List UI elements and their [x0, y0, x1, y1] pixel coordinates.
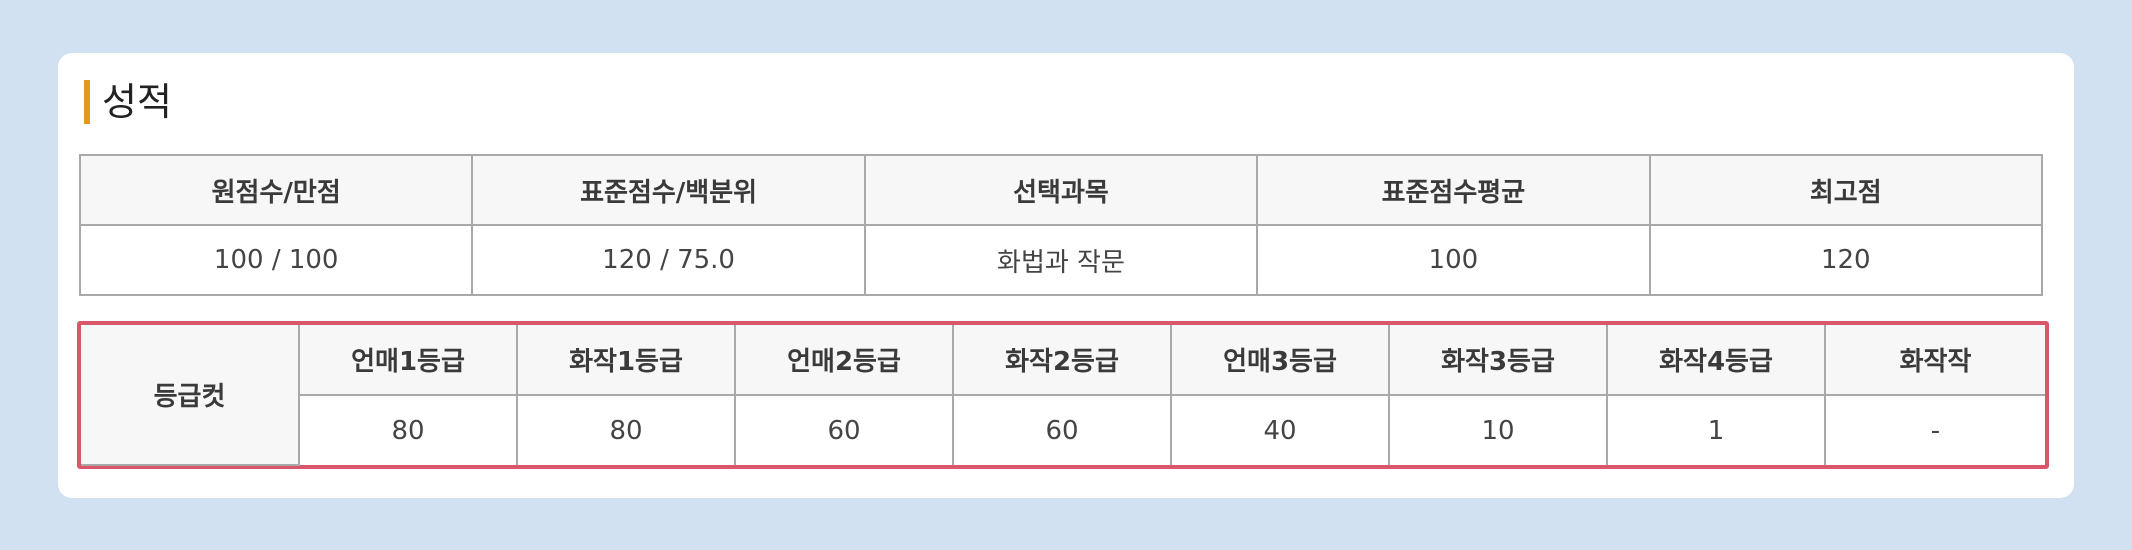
cutoff-value: 60 [734, 394, 954, 465]
value-standard-score: 120 / 75.0 [471, 224, 866, 296]
section-title: 성적 [84, 79, 172, 125]
cutoff-header: 화작작 [1824, 325, 2045, 396]
header-standard-score: 표준점수/백분위 [471, 154, 866, 226]
cutoff-header: 화작3등급 [1388, 325, 1608, 396]
cutoff-value: 80 [299, 394, 518, 465]
cutoff-value: 80 [516, 394, 736, 465]
cutoff-header: 언매2등급 [734, 325, 954, 396]
section-title-text: 성적 [102, 80, 172, 124]
cutoff-row-label: 등급컷 [81, 325, 300, 466]
header-elective-subject: 선택과목 [863, 154, 1259, 226]
value-standard-average: 100 [1256, 224, 1651, 296]
value-raw-score: 100 / 100 [78, 224, 474, 296]
score-table: 원점수/만점 표준점수/백분위 선택과목 표준점수평균 최고점 100 / 10… [78, 154, 2044, 296]
value-top-score: 120 [1648, 224, 2044, 296]
header-top-score: 최고점 [1648, 154, 2044, 226]
header-raw-score: 원점수/만점 [78, 154, 474, 226]
score-value-row: 100 / 100 120 / 75.0 화법과 작문 100 120 [78, 224, 2044, 296]
cutoff-value-row: 80 80 60 60 40 10 1 - [81, 394, 2045, 465]
score-header-row: 원점수/만점 표준점수/백분위 선택과목 표준점수평균 최고점 [78, 154, 2044, 226]
cutoff-value: 10 [1388, 394, 1608, 465]
cutoff-header-row: 등급컷 언매1등급 화작1등급 언매2등급 화작2등급 언매3등급 화작3등급 … [81, 325, 2045, 466]
grade-cutoff-table: 등급컷 언매1등급 화작1등급 언매2등급 화작2등급 언매3등급 화작3등급 … [81, 325, 2045, 466]
grade-cutoff-highlight: 등급컷 언매1등급 화작1등급 언매2등급 화작2등급 언매3등급 화작3등급 … [77, 321, 2049, 469]
header-standard-average: 표준점수평균 [1256, 154, 1651, 226]
cutoff-value: 1 [1606, 394, 1826, 465]
cutoff-header: 언매3등급 [1170, 325, 1390, 396]
cutoff-value: - [1824, 394, 2045, 465]
cutoff-value: 40 [1170, 394, 1390, 465]
cutoff-header: 화작1등급 [516, 325, 736, 396]
cutoff-value: 60 [952, 394, 1172, 465]
title-accent-bar [84, 80, 90, 124]
cutoff-header: 언매1등급 [298, 325, 518, 396]
cutoff-header: 화작4등급 [1606, 325, 1826, 396]
score-panel: 성적 원점수/만점 표준점수/백분위 선택과목 표준점수평균 최고점 100 /… [58, 53, 2074, 498]
value-elective-subject: 화법과 작문 [863, 224, 1259, 296]
cutoff-header: 화작2등급 [952, 325, 1172, 396]
